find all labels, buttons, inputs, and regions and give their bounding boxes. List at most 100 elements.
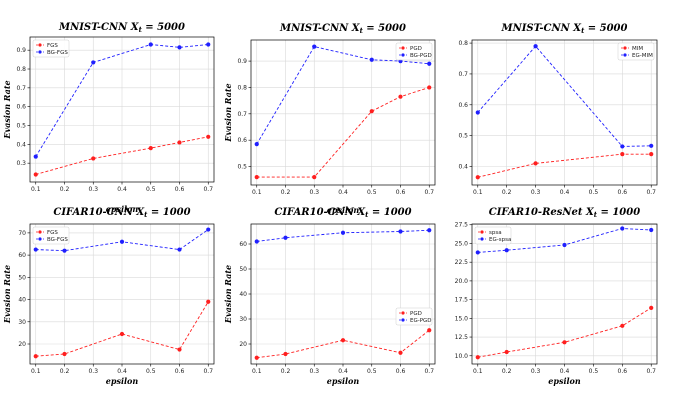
data-point-eg-pgd xyxy=(340,230,346,235)
data-point-pgd xyxy=(340,338,346,343)
data-point-mim xyxy=(533,161,538,166)
data-point-pgd xyxy=(398,94,403,99)
legend-box xyxy=(474,226,512,245)
chart-title-sub: t xyxy=(581,26,585,35)
legend-box xyxy=(617,42,655,61)
x-tick-label: 0.2 xyxy=(502,368,512,375)
y-tick-label: 0.5 xyxy=(237,164,247,171)
y-tick-label: 10.0 xyxy=(455,353,469,360)
data-point-eg-mim xyxy=(475,110,480,115)
x-tick-label: 0.6 xyxy=(396,368,406,375)
data-point-fgs xyxy=(119,331,125,337)
x-tick-label: 0.7 xyxy=(424,368,434,375)
data-point-eg-spsa xyxy=(620,226,625,231)
chart-title-name: CIFAR10-CNN xyxy=(53,207,136,218)
chart-title-rest: = 1000 xyxy=(147,207,190,218)
x-tick-label: 0.6 xyxy=(175,186,185,193)
legend-swatch-marker xyxy=(38,50,42,54)
legend-swatch-marker xyxy=(38,237,42,241)
y-tick-label: 17.5 xyxy=(455,297,469,304)
data-point-fgs xyxy=(91,156,96,161)
chart-title: MNIST-CNN Xt = 5000 xyxy=(58,22,185,34)
x-tick-label: 0.4 xyxy=(338,368,348,375)
plot-frame xyxy=(250,223,436,365)
data-point-eg-pgd xyxy=(398,229,403,234)
plot-frame xyxy=(29,223,215,365)
x-tick-label: 0.5 xyxy=(367,368,377,375)
data-point-bg-fgs xyxy=(177,247,182,252)
x-tick-label: 0.5 xyxy=(146,368,156,375)
legend-entry: EG-MIM xyxy=(632,53,653,59)
data-point-fgs xyxy=(206,134,211,139)
chart-title-name: MNIST-CNN xyxy=(58,22,131,33)
chart-title-sub: t xyxy=(594,210,598,219)
y-tick-label: 70 xyxy=(18,230,26,237)
data-point-bg-fgs xyxy=(119,239,125,244)
chart-title-rest: = 1000 xyxy=(597,207,640,218)
y-tick-label: 0.8 xyxy=(16,66,26,73)
y-tick-label: 15.0 xyxy=(455,315,469,322)
chart-title-name: CIFAR10-CNN xyxy=(274,207,357,218)
legend-entry: EG-spsa xyxy=(489,237,511,243)
x-tick-label: 0.1 xyxy=(31,368,41,375)
y-tick-label: 60 xyxy=(18,252,26,259)
data-point-fgs xyxy=(33,172,38,177)
x-tick-label: 0.4 xyxy=(338,189,348,196)
data-point-mim xyxy=(620,152,625,157)
y-tick-label: 60 xyxy=(239,241,247,248)
x-tick-label: 0.4 xyxy=(560,189,570,196)
x-tick-label: 0.1 xyxy=(473,368,483,375)
data-point-eg-spsa xyxy=(562,242,567,248)
y-axis-label: Evasion Rate xyxy=(2,265,12,324)
x-tick-label: 0.6 xyxy=(618,368,628,375)
legend-entry: BG-FGS xyxy=(47,50,68,56)
x-tick-label: 0.3 xyxy=(309,189,319,196)
x-tick-label: 0.3 xyxy=(309,368,319,375)
data-point-mim xyxy=(649,152,654,157)
chart-title-sub: t xyxy=(139,25,143,34)
chart-title: MNIST-CNN Xt = 5000 xyxy=(279,23,406,35)
chart-panel-5: 0.1 0.2 0.3 0.4 0.5 0.6 0.7 20 30 40 50 60 CIFAR10-C… xyxy=(223,207,436,386)
legend-entry: PGD xyxy=(410,311,422,317)
chart-title-name: MNIST-CNN xyxy=(501,23,574,34)
legend-swatch-marker xyxy=(480,237,484,241)
legend-swatch-marker xyxy=(401,318,405,322)
data-point-bg-pgd xyxy=(254,142,259,147)
data-point-bg-fgs xyxy=(33,247,38,252)
x-tick-label: 0.5 xyxy=(589,368,599,375)
x-axis-label: epsilon xyxy=(327,205,360,215)
chart-title-sub: t xyxy=(144,210,148,219)
x-tick-label: 0.3 xyxy=(88,368,98,375)
chart-panel-1: 0.1 0.2 0.3 0.4 0.5 0.6 0.7 0.3 0.4 0.5 0.6 0.7 0.8 0… xyxy=(2,22,215,214)
chart-title: CIFAR10-CNN Xt = 1000 xyxy=(53,207,190,219)
chart-title: CIFAR10-CNN Xt = 1000 xyxy=(274,207,411,219)
chart-title-var: X xyxy=(356,207,366,218)
y-tick-label: 0.7 xyxy=(458,71,468,78)
data-point-fgs xyxy=(148,146,153,151)
plot-frame xyxy=(29,36,215,183)
y-tick-label: 0.6 xyxy=(16,104,26,111)
data-point-spsa xyxy=(649,305,654,310)
y-tick-label: 40 xyxy=(18,297,26,304)
data-point-eg-spsa xyxy=(475,250,480,255)
y-tick-label: 0.6 xyxy=(237,137,247,144)
chart-title-var: X xyxy=(351,23,361,34)
data-point-pgd xyxy=(312,174,317,180)
chart-title-sub: t xyxy=(365,210,369,219)
y-tick-label: 0.8 xyxy=(458,40,468,47)
legend-swatch-marker xyxy=(401,53,405,57)
y-tick-label: 12.5 xyxy=(455,334,469,341)
chart-panel-4: 0.1 0.2 0.3 0.4 0.5 0.6 0.7 20 30 40 50 60 70 CIFAR10… xyxy=(2,207,215,386)
chart-title-var: X xyxy=(585,207,595,218)
x-tick-label: 0.2 xyxy=(502,189,512,196)
x-tick-label: 0.1 xyxy=(31,186,41,193)
data-point-eg-pgd xyxy=(283,235,288,240)
data-point-eg-spsa xyxy=(649,227,654,233)
legend-swatch-marker xyxy=(480,230,484,234)
y-tick-label: 0.4 xyxy=(458,163,468,170)
chart-panel-6: 0.1 0.2 0.3 0.4 0.5 0.6 0.7 10.0 12.5 15.0 17.5 20.… xyxy=(455,207,658,386)
data-point-bg-fgs xyxy=(206,42,211,47)
y-tick-label: 0.8 xyxy=(237,84,247,91)
x-tick-label: 0.6 xyxy=(175,368,185,375)
